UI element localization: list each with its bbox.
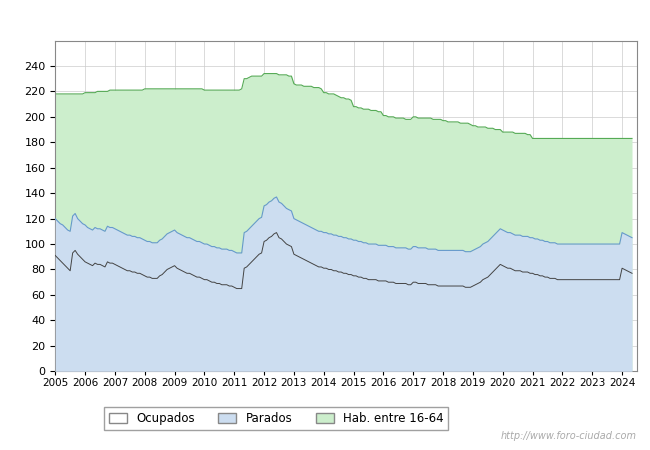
Legend: Ocupados, Parados, Hab. entre 16-64: Ocupados, Parados, Hab. entre 16-64 <box>104 407 448 430</box>
Text: El Guijo - Evolucion de la poblacion en edad de Trabajar Mayo de 2024: El Guijo - Evolucion de la poblacion en … <box>62 10 588 23</box>
Text: http://www.foro-ciudad.com: http://www.foro-ciudad.com <box>501 431 637 441</box>
